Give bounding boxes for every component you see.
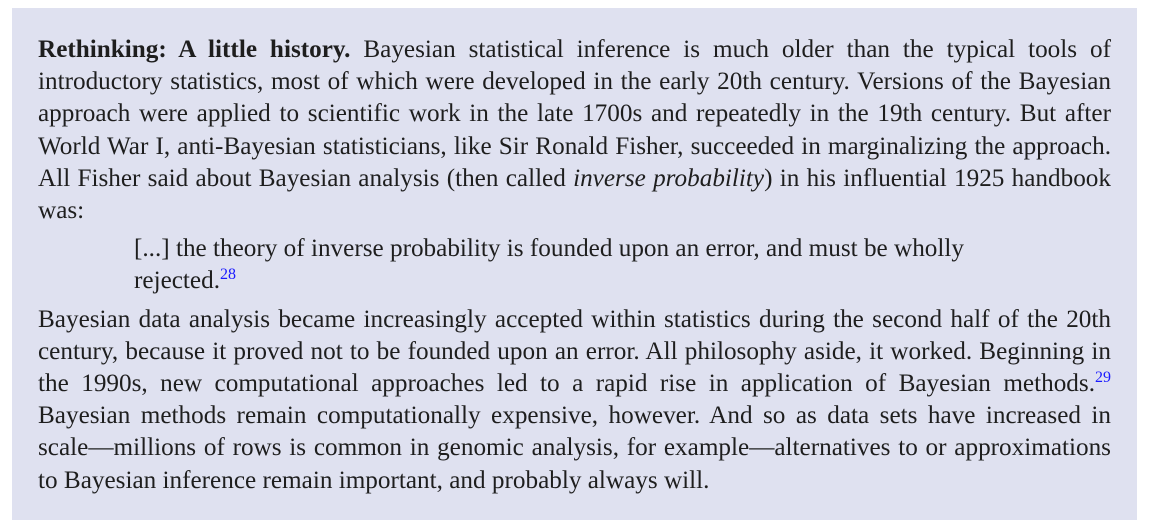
intro-text-start: Bayesian statistical inference is much o… — [38, 36, 1111, 192]
closing-text-end: Bayesian methods remain computationally … — [38, 402, 1111, 494]
quote-text: [...] the theory of inverse probability … — [134, 235, 964, 295]
rethinking-box: Rethinking: A little history. Bayesian s… — [12, 8, 1137, 520]
inverse-probability-term: inverse probability — [573, 164, 765, 192]
closing-text-start: Bayesian data analysis became increasing… — [38, 305, 1111, 398]
intro-text-end: ) in his influential 1925 handbook was: — [38, 164, 1111, 225]
fisher-quote: [...] the theory of inverse probability … — [134, 233, 1017, 297]
footnote-ref-29[interactable]: 29 — [1095, 369, 1111, 387]
box-title: Rethinking: A little history. — [38, 36, 351, 63]
closing-paragraph: Bayesian data analysis became increasing… — [38, 304, 1111, 497]
intro-paragraph: Rethinking: A little history. Bayesian s… — [38, 34, 1111, 227]
footnote-ref-28[interactable]: 28 — [220, 266, 236, 284]
